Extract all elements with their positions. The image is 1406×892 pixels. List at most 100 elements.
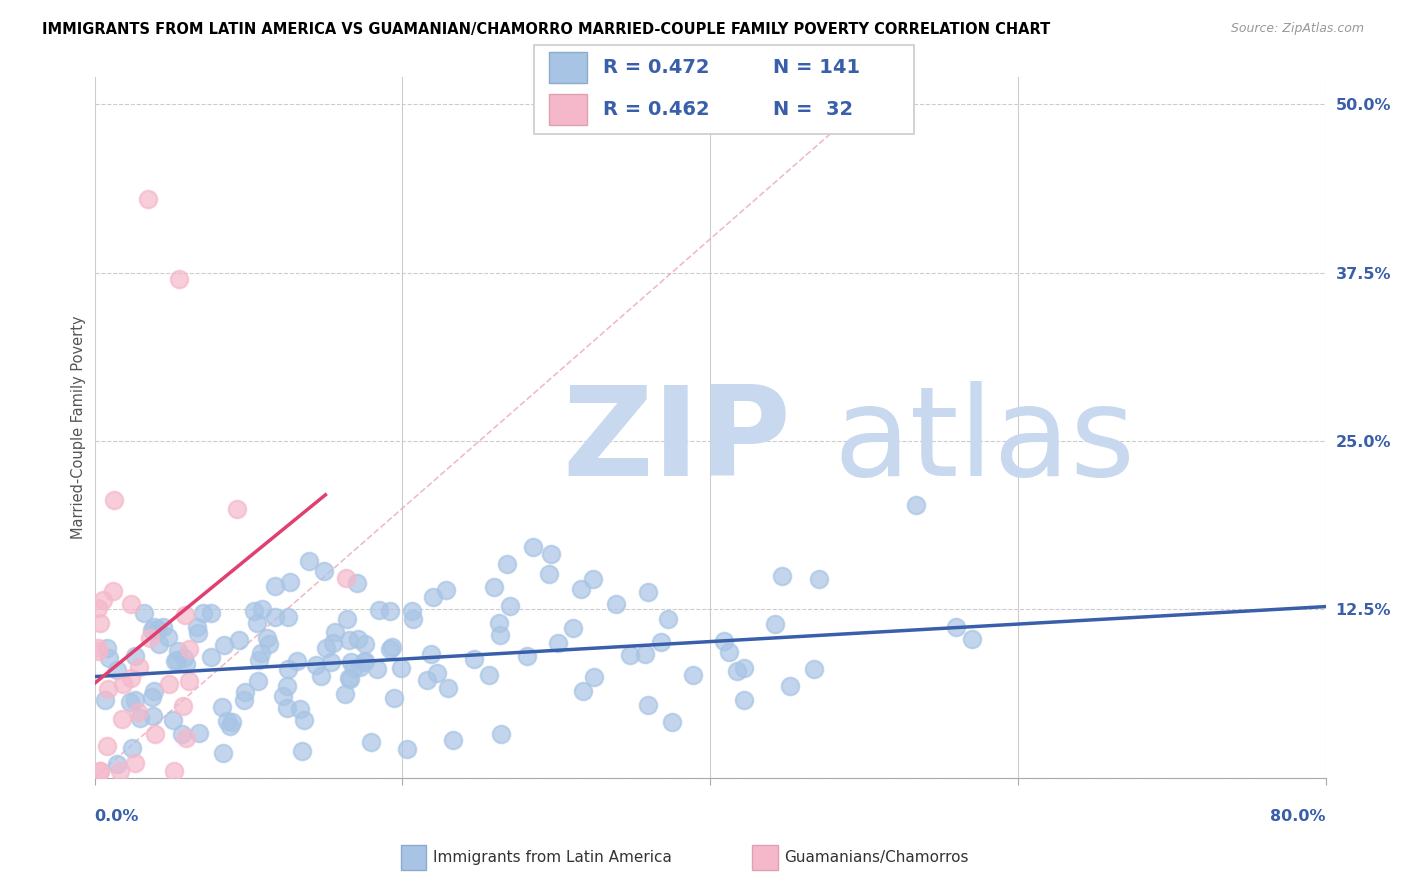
Text: atlas: atlas [834,381,1136,502]
Point [305,658,328,673]
Point [605,597,627,611]
Point [657,612,679,626]
Point [148,622,170,636]
Point [569,582,592,596]
Point [245,615,267,630]
Point [637,698,659,712]
Point [650,634,672,648]
Point [105,663,128,677]
Point [960,632,983,646]
Point [378,642,401,657]
Point [478,667,501,681]
Point [335,687,357,701]
Point [337,671,360,685]
Point [637,585,659,599]
Point [634,648,657,662]
Point [103,583,125,598]
Point [277,662,299,676]
Point [337,632,360,647]
Point [172,699,194,714]
Point [121,741,143,756]
Point [271,689,294,703]
Point [905,498,928,512]
Point [339,672,361,686]
Point [353,656,375,670]
Point [120,597,142,611]
Point [143,684,166,698]
Point [89,764,111,778]
Point [163,764,186,778]
Point [124,692,146,706]
Point [314,564,336,578]
Text: R = 0.472: R = 0.472 [603,58,709,77]
Point [211,699,233,714]
Point [233,684,256,698]
Point [285,654,308,668]
Point [725,664,748,678]
Point [243,604,266,618]
Point [516,648,538,663]
Point [177,641,200,656]
Point [322,636,344,650]
Point [367,603,389,617]
Point [211,746,233,760]
Text: 0.0%: 0.0% [94,809,139,824]
Point [174,731,197,745]
Point [148,637,170,651]
Point [401,603,423,617]
Point [219,719,242,733]
Point [217,714,239,728]
Point [583,669,606,683]
Point [682,668,704,682]
Point [482,580,505,594]
Point [141,623,163,637]
Point [124,756,146,771]
Point [212,638,235,652]
Text: 80.0%: 80.0% [1270,809,1326,824]
Point [309,669,332,683]
Point [298,554,321,568]
Point [94,693,117,707]
Point [572,684,595,698]
Point [360,735,382,749]
Point [713,634,735,648]
Point [489,727,512,741]
Point [264,579,287,593]
Point [734,693,756,707]
Text: N = 141: N = 141 [773,58,860,77]
Point [402,612,425,626]
Point [186,620,208,634]
Point [291,744,314,758]
Text: IMMIGRANTS FROM LATIN AMERICA VS GUAMANIAN/CHAMORRO MARRIED-COUPLE FAMILY POVERT: IMMIGRANTS FROM LATIN AMERICA VS GUAMANI… [42,22,1050,37]
Point [807,572,830,586]
Point [97,682,120,697]
Point [89,764,111,778]
Point [537,567,560,582]
Point [294,713,316,727]
Point [391,661,413,675]
Point [498,599,520,613]
Point [803,662,825,676]
Point [200,606,222,620]
Point [221,715,243,730]
Point [141,690,163,704]
Point [108,764,131,778]
Text: ZIP: ZIP [562,381,792,502]
Point [124,649,146,664]
Point [226,501,249,516]
Text: R = 0.462: R = 0.462 [603,100,709,119]
Point [97,650,120,665]
Point [619,648,641,662]
Point [120,695,142,709]
Point [434,582,457,597]
Text: Source: ZipAtlas.com: Source: ZipAtlas.com [1230,22,1364,36]
Point [250,646,273,660]
Point [96,640,118,655]
Point [382,690,405,705]
Point [562,621,585,635]
Point [420,647,443,661]
Point [172,726,194,740]
Point [347,632,370,646]
Point [763,617,786,632]
Point [191,606,214,620]
